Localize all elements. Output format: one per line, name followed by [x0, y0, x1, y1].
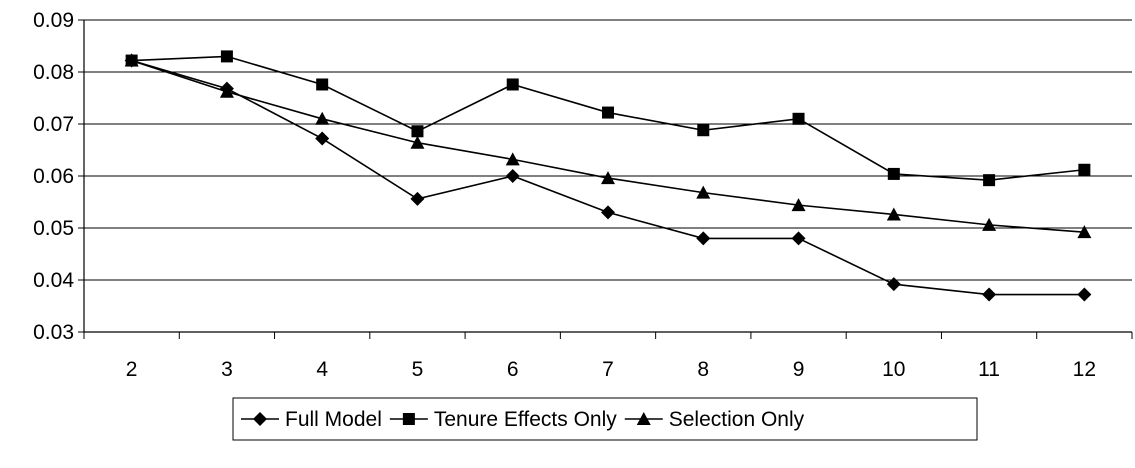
data-point [696, 185, 711, 199]
y-tick-label: 0.04 [33, 269, 74, 292]
x-tick-label: 3 [221, 358, 233, 381]
x-tick-label: 8 [697, 358, 709, 381]
y-axis-ticks: 0.03 0.04 0.05 0.06 0.07 0.08 0.09 [33, 9, 84, 344]
y-tick-label: 0.05 [33, 217, 74, 240]
data-point [220, 50, 233, 63]
x-tick-label: 2 [126, 358, 138, 381]
data-point [792, 112, 805, 125]
series-triangle [124, 53, 1092, 239]
data-point [886, 277, 901, 292]
data-point [696, 231, 711, 246]
legend-label: Selection Only [669, 408, 805, 431]
data-point [982, 287, 997, 302]
x-tick-label: 9 [793, 358, 805, 381]
legend-marker [402, 413, 415, 425]
x-tick-label: 12 [1073, 358, 1096, 381]
data-point [601, 205, 615, 220]
data-point [315, 111, 330, 125]
data-point [410, 135, 425, 149]
x-tick-label: 7 [602, 358, 614, 381]
legend-marker [253, 412, 267, 426]
data-point [887, 167, 900, 180]
legend-box [232, 397, 978, 441]
data-point [1078, 163, 1091, 176]
y-tick-label: 0.03 [33, 321, 74, 344]
x-tick-label: 6 [507, 358, 519, 381]
data-point [505, 152, 520, 166]
x-axis-ticks: 2 3 4 5 6 7 8 9 10 11 12 [83, 332, 1133, 381]
legend-label: Full Model [285, 408, 382, 431]
y-tick-label: 0.08 [33, 61, 74, 84]
data-point [1077, 225, 1092, 239]
data-point [1077, 287, 1092, 302]
y-tick-label: 0.06 [33, 165, 74, 188]
data-point [219, 84, 234, 98]
data-point [411, 125, 424, 138]
series-square [125, 50, 1091, 187]
data-point [505, 169, 520, 183]
legend: Full Model Tenure Effects Only Selection O… [232, 397, 978, 441]
legend-marker [636, 412, 651, 425]
data-point [791, 198, 806, 212]
x-tick-label: 10 [882, 358, 905, 381]
data-point [315, 131, 330, 146]
data-point [410, 191, 425, 206]
data-point [316, 78, 329, 91]
data-point [124, 53, 139, 67]
series-lines [124, 50, 1092, 302]
gridlines [84, 19, 1132, 281]
x-tick-label: 11 [978, 358, 1000, 381]
legend-label: Tenure Effects Only [434, 408, 617, 431]
y-tick-label: 0.09 [33, 9, 74, 32]
data-point [983, 174, 996, 187]
data-point [601, 171, 615, 185]
legend-item: Selection Only [624, 408, 805, 431]
data-point [982, 217, 997, 231]
data-point [506, 78, 519, 91]
data-point [697, 124, 710, 137]
legend-item: Tenure Effects Only [389, 408, 617, 431]
data-point [886, 207, 901, 221]
legend-item: Full Model [241, 408, 382, 431]
x-tick-label: 4 [316, 358, 328, 381]
y-tick-label: 0.07 [33, 113, 74, 136]
data-point [602, 106, 614, 119]
data-point [791, 231, 806, 246]
x-tick-label: 5 [412, 358, 424, 381]
